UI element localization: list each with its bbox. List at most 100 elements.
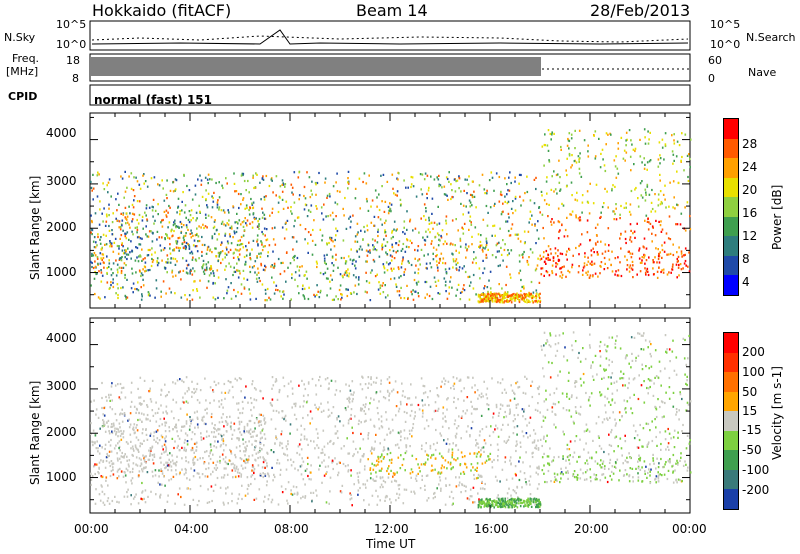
data-cell <box>253 448 256 451</box>
data-cell <box>509 410 511 413</box>
data-cell <box>203 462 205 465</box>
data-cell <box>531 297 534 300</box>
data-cell <box>578 265 580 268</box>
data-cell <box>387 212 390 215</box>
data-cell <box>157 213 159 216</box>
data-cell <box>145 455 147 458</box>
data-cell <box>668 448 670 451</box>
data-cell <box>168 204 170 208</box>
data-cell <box>440 234 442 238</box>
data-cell <box>122 229 124 232</box>
data-cell <box>199 174 201 177</box>
data-cell <box>513 426 516 429</box>
data-cell <box>222 442 225 445</box>
data-cell <box>165 292 167 295</box>
data-cell <box>345 260 348 263</box>
data-cell <box>158 469 160 472</box>
data-cell <box>600 393 603 396</box>
data-cell <box>469 495 472 498</box>
data-cell <box>578 129 581 132</box>
data-cell <box>489 206 492 209</box>
data-cell <box>196 504 199 507</box>
data-cell <box>504 410 506 414</box>
data-cell <box>213 220 216 223</box>
data-cell <box>254 260 257 263</box>
data-cell <box>290 380 292 383</box>
data-cell <box>371 494 374 497</box>
data-cell <box>470 469 472 472</box>
data-cell <box>117 459 119 462</box>
data-cell <box>554 252 557 255</box>
data-cell <box>543 237 545 240</box>
data-cell <box>151 257 153 261</box>
data-cell <box>586 231 589 234</box>
data-cell <box>249 253 251 257</box>
data-cell <box>301 457 303 460</box>
data-cell <box>414 477 417 480</box>
data-cell <box>214 247 216 250</box>
data-cell <box>516 233 518 236</box>
data-cell <box>573 451 576 454</box>
data-cell <box>275 175 278 178</box>
data-cell <box>233 251 235 254</box>
data-cell <box>194 245 197 248</box>
data-cell <box>118 396 121 399</box>
data-cell <box>516 425 519 428</box>
data-cell <box>512 212 514 215</box>
data-cell <box>253 471 255 475</box>
data-cell <box>427 497 430 500</box>
data-cell <box>145 269 147 272</box>
data-cell <box>651 207 654 211</box>
data-cell <box>428 404 430 407</box>
data-cell <box>500 213 503 216</box>
data-cell <box>121 219 124 222</box>
data-cell <box>394 193 397 196</box>
data-cell <box>211 237 214 240</box>
data-cell <box>275 284 278 287</box>
data-cell <box>220 444 222 447</box>
data-cell <box>104 447 106 451</box>
data-cell <box>241 221 244 224</box>
data-cell <box>294 405 297 408</box>
data-cell <box>95 447 98 450</box>
data-cell <box>108 259 110 262</box>
data-cell <box>310 204 313 207</box>
data-cell <box>108 207 110 210</box>
data-cell <box>650 468 652 471</box>
data-cell <box>229 415 231 418</box>
data-cell <box>482 250 484 253</box>
data-cell <box>677 260 679 263</box>
data-cell <box>548 463 551 467</box>
data-cell <box>451 252 453 255</box>
data-cell <box>657 471 659 474</box>
data-cell <box>125 253 128 256</box>
data-cell <box>480 234 482 237</box>
data-cell <box>262 178 265 181</box>
data-cell <box>189 425 191 428</box>
data-cell <box>437 269 439 272</box>
data-cell <box>481 480 483 483</box>
data-cell <box>557 255 559 258</box>
data-cell <box>354 240 356 243</box>
data-cell <box>531 452 533 455</box>
data-cell <box>465 485 467 488</box>
data-cell <box>147 235 150 238</box>
data-cell <box>577 155 580 158</box>
data-cell <box>193 391 195 395</box>
data-cell <box>546 192 548 195</box>
data-cell <box>455 459 457 462</box>
data-cell <box>118 203 120 206</box>
data-cell <box>377 228 379 231</box>
data-cell <box>556 192 558 195</box>
data-cell <box>321 448 324 451</box>
data-cell <box>367 432 370 435</box>
data-cell <box>192 461 194 464</box>
data-cell <box>279 272 282 276</box>
data-cell <box>628 270 631 273</box>
data-cell <box>405 446 408 449</box>
data-cell <box>605 143 607 146</box>
data-cell <box>296 493 299 496</box>
data-cell <box>229 226 231 230</box>
data-cell <box>97 471 99 474</box>
data-cell <box>659 162 661 165</box>
